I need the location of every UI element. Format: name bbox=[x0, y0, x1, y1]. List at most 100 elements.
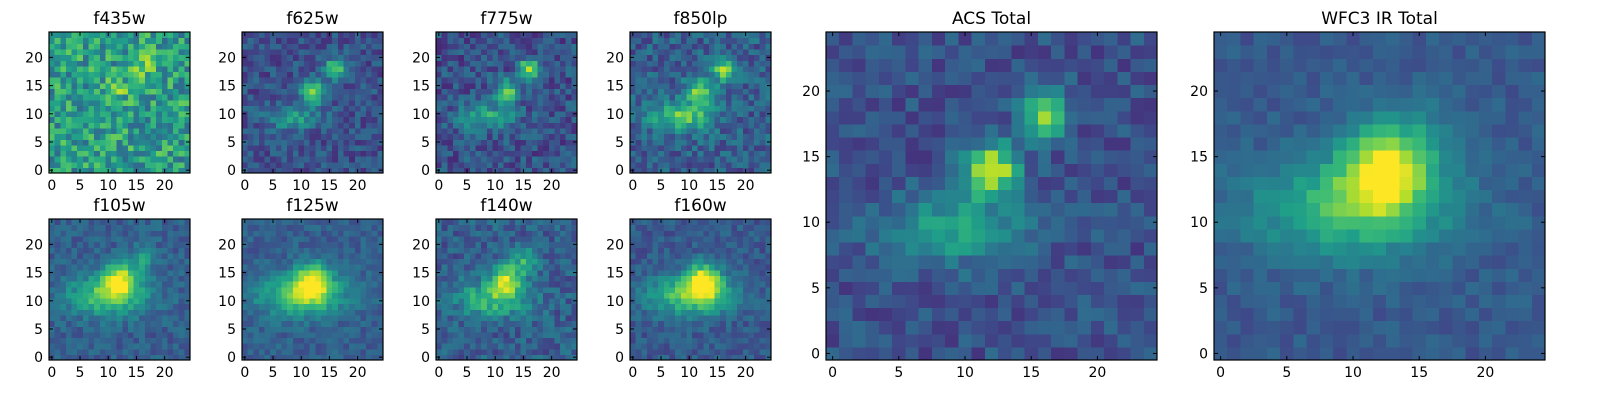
heatmap-cell bbox=[304, 258, 311, 265]
heatmap-cell bbox=[281, 77, 288, 84]
heatmap-cell bbox=[315, 144, 322, 152]
heatmap-cell bbox=[156, 326, 163, 333]
heatmap-cell bbox=[326, 292, 333, 299]
heatmap-cell bbox=[503, 241, 510, 248]
heatmap-cell bbox=[304, 161, 311, 168]
heatmap-cell bbox=[99, 224, 106, 231]
heatmap-cell bbox=[548, 348, 556, 355]
heatmap-cell bbox=[652, 94, 659, 101]
heatmap-cell bbox=[332, 354, 339, 361]
heatmap-cell bbox=[360, 247, 367, 254]
heatmap-cell bbox=[150, 77, 157, 84]
heatmap-cell bbox=[60, 303, 67, 310]
heatmap-cell bbox=[481, 65, 488, 73]
heatmap-cell bbox=[742, 144, 750, 152]
heatmap-cell bbox=[258, 133, 266, 140]
heatmap-cell bbox=[354, 150, 362, 157]
heatmap-cell bbox=[304, 60, 311, 67]
heatmap-cell bbox=[354, 224, 362, 231]
heatmap-cell bbox=[571, 252, 578, 260]
heatmap-cell bbox=[498, 337, 505, 344]
heatmap-cell bbox=[447, 275, 454, 282]
heatmap-cell bbox=[498, 292, 505, 299]
heatmap-cell bbox=[452, 281, 460, 288]
heatmap-cell bbox=[436, 122, 443, 129]
heatmap-cell bbox=[292, 150, 299, 157]
heatmap-cell bbox=[360, 331, 367, 339]
heatmap-cell bbox=[759, 71, 766, 78]
heatmap-cell bbox=[337, 326, 345, 333]
heatmap-cell bbox=[366, 122, 373, 129]
heatmap-cell bbox=[503, 116, 510, 123]
heatmap-cell bbox=[658, 94, 665, 101]
heatmap-cell bbox=[315, 43, 322, 50]
heatmap-cell bbox=[264, 88, 271, 95]
heatmap-cell bbox=[675, 331, 682, 339]
heatmap-cell bbox=[298, 281, 305, 288]
heatmap-cell bbox=[309, 281, 316, 288]
heatmap-cell bbox=[122, 82, 129, 89]
heatmap-cell bbox=[458, 343, 465, 350]
heatmap-cell bbox=[720, 105, 727, 112]
y-tick-label: 20 bbox=[412, 50, 430, 66]
heatmap-cell bbox=[469, 292, 477, 299]
heatmap-cell bbox=[49, 133, 56, 140]
heatmap-cell bbox=[754, 82, 761, 89]
heatmap-cell bbox=[354, 286, 362, 293]
heatmap-cell bbox=[242, 122, 249, 129]
heatmap-cell bbox=[680, 94, 687, 101]
heatmap-cell bbox=[247, 65, 254, 73]
heatmap-cell bbox=[560, 269, 567, 276]
heatmap-cell bbox=[173, 54, 180, 61]
heatmap-cell bbox=[725, 156, 733, 163]
heatmap-cell bbox=[156, 314, 163, 322]
heatmap-cell bbox=[464, 348, 471, 355]
heatmap-cell bbox=[725, 161, 733, 168]
heatmap-cell bbox=[354, 105, 362, 112]
heatmap-cell bbox=[675, 71, 682, 78]
heatmap-cell bbox=[54, 48, 61, 56]
heatmap-cell bbox=[571, 224, 578, 231]
heatmap-cell bbox=[371, 252, 378, 260]
heatmap-cell bbox=[360, 326, 367, 333]
heatmap-cell bbox=[343, 65, 350, 73]
heatmap-cell bbox=[692, 150, 699, 157]
plot-frame bbox=[241, 218, 384, 361]
heatmap-cell bbox=[156, 275, 163, 282]
heatmap-cell bbox=[548, 286, 556, 293]
heatmap-cell bbox=[354, 71, 362, 78]
heatmap-cell bbox=[571, 32, 578, 39]
heatmap-cell bbox=[641, 94, 648, 101]
heatmap-cell bbox=[65, 110, 73, 118]
heatmap-cell bbox=[156, 297, 163, 305]
heatmap-cell bbox=[708, 354, 716, 361]
heatmap-cell bbox=[326, 230, 333, 237]
heatmap-cell bbox=[663, 37, 671, 44]
heatmap-cell bbox=[366, 94, 373, 101]
heatmap-cell bbox=[646, 275, 654, 282]
heatmap-cell bbox=[144, 156, 152, 163]
heatmap-cell bbox=[349, 269, 356, 276]
heatmap-cell bbox=[60, 122, 67, 129]
heatmap-cell bbox=[669, 320, 676, 327]
heatmap-cell bbox=[646, 303, 654, 310]
heatmap-cell bbox=[111, 269, 118, 276]
heatmap-cell bbox=[354, 281, 362, 288]
heatmap-cell bbox=[309, 133, 316, 140]
heatmap-cell bbox=[680, 133, 687, 140]
heatmap-cell bbox=[658, 314, 665, 322]
heatmap-cell bbox=[184, 309, 191, 316]
heatmap-cell bbox=[669, 150, 676, 157]
heatmap-cell bbox=[675, 48, 682, 56]
heatmap-cell bbox=[127, 252, 135, 260]
heatmap-cell bbox=[669, 343, 676, 350]
heatmap-cell bbox=[150, 292, 157, 299]
heatmap-cell bbox=[565, 258, 572, 265]
heatmap-cell bbox=[144, 167, 152, 174]
heatmap-cell bbox=[144, 241, 152, 248]
heatmap-cell bbox=[270, 292, 277, 299]
heatmap-cell bbox=[88, 32, 95, 39]
heatmap-cell bbox=[99, 32, 106, 39]
heatmap-cell bbox=[82, 303, 90, 310]
heatmap-cell bbox=[543, 320, 550, 327]
